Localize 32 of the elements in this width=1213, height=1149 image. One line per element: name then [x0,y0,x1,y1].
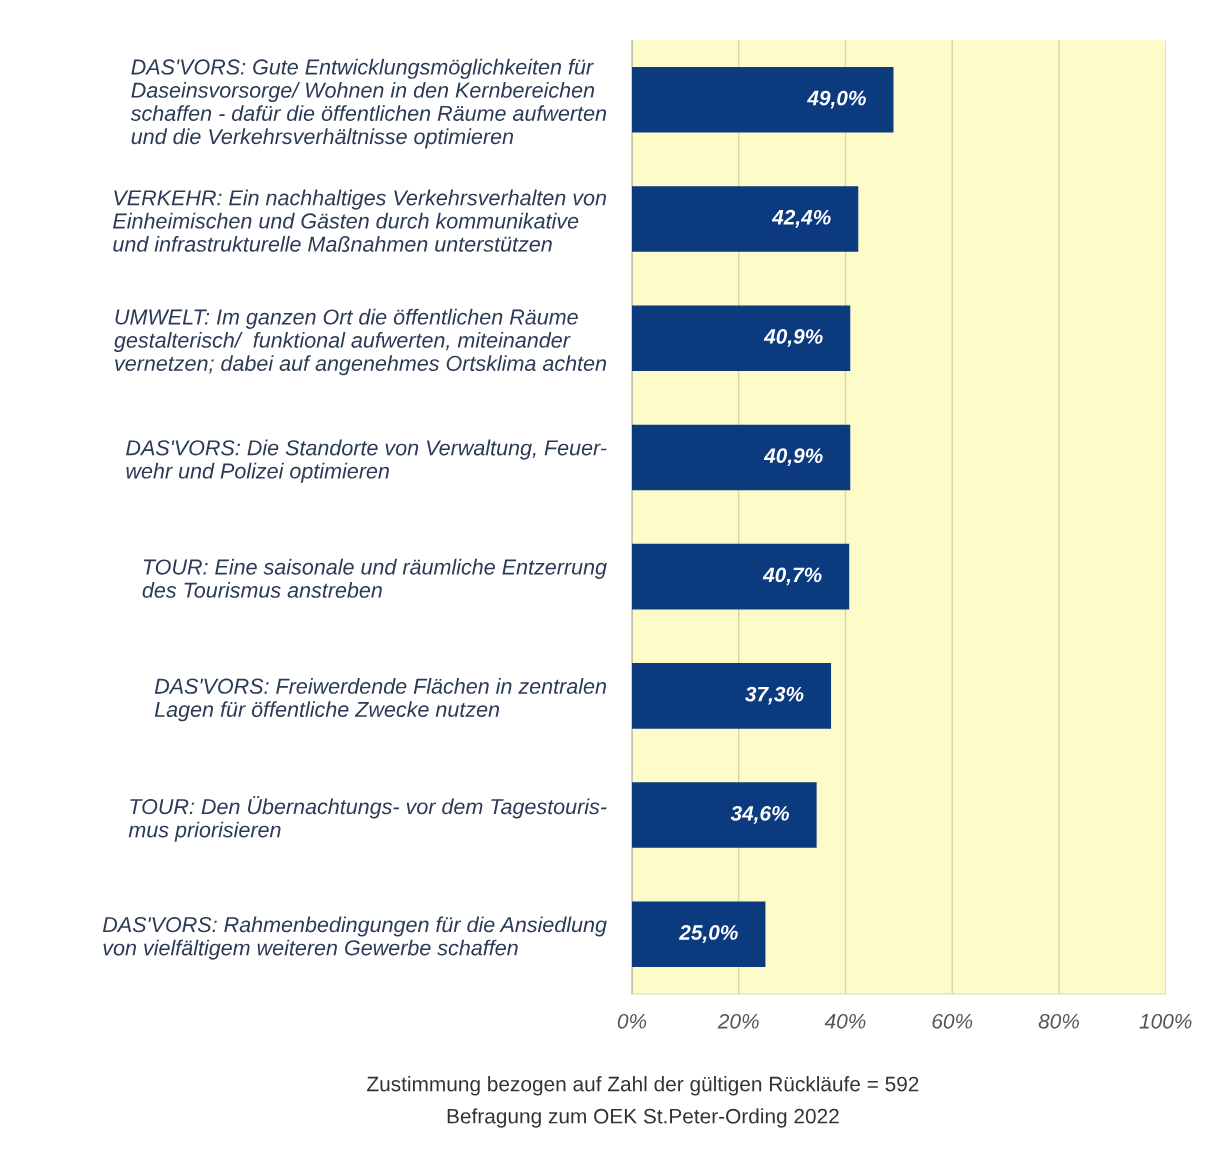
bar [631,782,817,848]
y-tick-label: TOUR: Den Übernachtungs- vor dem Tagestouris- mus priorisieren [128,796,607,842]
y-tick-label: DAS'VORS: Rahmenbedingungen für die Ansiedlung von vielfältigem weiteren Gewerbe schaffen [102,916,607,960]
y-tick-label: DAS'VORS: Freiwerdende Flächen in zentralen Lagen für öffentliche Zwecke nutzen [154,678,607,722]
y-tick-label: DAS'VORS: Gute Entwicklungsmöglichkeiten für Daseinsvorsorge/ Wohnen in den Kernbereichen schaffen - dafür die öffentlichen Räume aufwerten und die Verkehrsverhältnisse optimieren [130,58,607,149]
x-tick-label: 20% [717,1013,759,1029]
bar [631,901,766,968]
y-tick-label: VERKEHR: Ein nachhaltiges Verkehrsverhalten von Einheimischen und Gästen durch kommunikative und infrastrukturelle Maßnahmen unterstützen [113,189,607,252]
text: Zustimmung bezogen auf Zahl der gültigen Rückläufe = 592 [367,1076,919,1096]
data-label: 25,0% [678,925,738,943]
bar [631,424,851,491]
bar [631,543,850,610]
data-label: 49,0% [807,90,866,109]
x-tick-label: 80% [1038,1013,1079,1029]
data-label: 40,9% [763,329,823,347]
bar [631,663,832,729]
data-label: 34,6% [730,805,790,824]
x-tick-label: 0% [617,1013,647,1029]
bar [631,305,851,372]
x-tick-label: 100% [1139,1013,1192,1029]
x-tick-label: 40% [824,1013,866,1029]
text: Befragung zum OEK St.Peter-Ording 2022 [447,1108,839,1128]
bar [631,67,894,133]
data-label: 40,7% [762,567,822,586]
data-label: 40,9% [763,448,823,467]
y-tick-label: DAS'VORS: Die Standorte von Verwaltung, Feuer- wehr und Polizei optimieren [126,439,607,483]
data-label: 42,4% [771,209,831,228]
data-label: 37,3% [745,686,804,705]
y-tick-label: TOUR: Eine saisonale und räumliche Entzerrung des Tourismus anstreben [142,558,607,598]
y-tick-label: UMWELT: Im ganzen Ort die öffentlichen Räume gestalterisch/ funktional aufwerten, miteinander vernetzen; dabei auf angenehmes Ortsklima achten [114,308,607,376]
x-tick-label: 60% [932,1013,973,1029]
bar [631,186,859,252]
